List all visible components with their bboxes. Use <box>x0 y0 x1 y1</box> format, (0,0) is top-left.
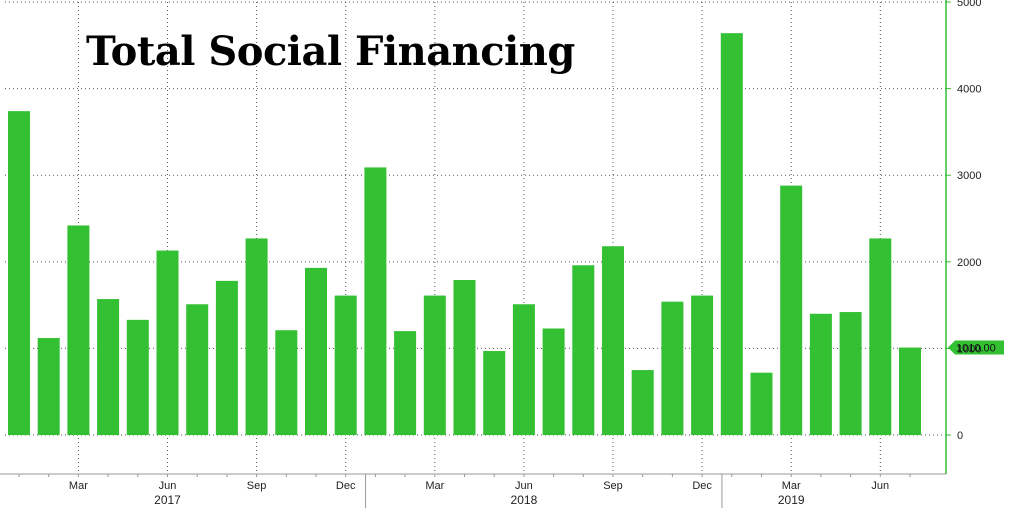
bar-2019-03 <box>780 185 803 436</box>
bar-2017-07 <box>186 304 209 436</box>
y-tick-label-5000: 5000 <box>957 0 981 9</box>
y-tick-label-2000: 2000 <box>957 257 981 269</box>
x-tick-label-2017-09: Sep <box>247 480 267 492</box>
x-tick-label-2018-12: Dec <box>692 480 712 492</box>
bar-2018-09 <box>602 246 624 436</box>
bar-2018-08 <box>572 265 595 436</box>
year-label-2017: 2017 <box>154 493 181 507</box>
x-tick-label-2017-12: Dec <box>336 480 356 492</box>
last-value-tag <box>948 340 1004 355</box>
axis-labels: 0 1000 2000 3000 4000 5000 1010.00 Mar Jun Sep Dec… <box>69 0 996 507</box>
bar-2017-09 <box>245 238 268 436</box>
year-label-2018: 2018 <box>511 493 538 507</box>
x-tick-label-2018-09: Sep <box>603 480 623 492</box>
bar-2017-11 <box>305 267 327 436</box>
bar-2017-02 <box>37 338 60 436</box>
bar-2019-07 <box>899 347 921 436</box>
x-tick-label-2019-06: Jun <box>871 480 889 492</box>
bar-2018-03 <box>423 295 446 436</box>
bar-2019-01 <box>720 33 743 436</box>
x-tick-label-2017-06: Jun <box>159 480 177 492</box>
y-tick-label-4000: 4000 <box>957 84 981 96</box>
bar-2018-01 <box>364 167 387 436</box>
chart-title: Total Social Financing <box>86 28 575 75</box>
x-tick-label-2018-03: Mar <box>425 480 444 492</box>
bar-2018-10 <box>631 370 654 436</box>
y-tick-label-3000: 3000 <box>957 170 981 182</box>
bar-2018-11 <box>661 301 684 436</box>
x-tick-label-2019-03: Mar <box>782 480 801 492</box>
bar-2018-05 <box>483 351 506 436</box>
bar-2018-12 <box>691 295 714 436</box>
bar-2017-01 <box>8 111 30 436</box>
last-value-label: 1010.00 <box>956 343 996 355</box>
year-label-2019: 2019 <box>778 493 805 507</box>
bar-2018-02 <box>394 331 417 436</box>
y-tick-label-0: 0 <box>957 430 963 442</box>
bars <box>8 33 921 436</box>
bar-2019-05 <box>839 312 862 436</box>
bar-2018-06 <box>512 304 535 436</box>
x-tick-label-2017-03: Mar <box>69 480 88 492</box>
x-tick-label-2018-06: Jun <box>515 480 533 492</box>
bar-2017-08 <box>215 280 238 436</box>
bar-2018-07 <box>542 328 565 436</box>
bar-2017-05 <box>126 319 149 436</box>
bar-2019-04 <box>809 313 832 436</box>
y-tick-label-1000: 1000 <box>957 343 981 355</box>
bar-2017-06 <box>156 250 179 436</box>
bar-2017-12 <box>334 295 357 436</box>
bar-2017-10 <box>275 330 298 436</box>
bar-2019-02 <box>750 372 773 436</box>
bar-2017-03 <box>67 225 90 436</box>
bar-2019-06 <box>869 238 892 436</box>
bar-2017-04 <box>97 299 120 436</box>
bar-2018-04 <box>453 280 476 436</box>
